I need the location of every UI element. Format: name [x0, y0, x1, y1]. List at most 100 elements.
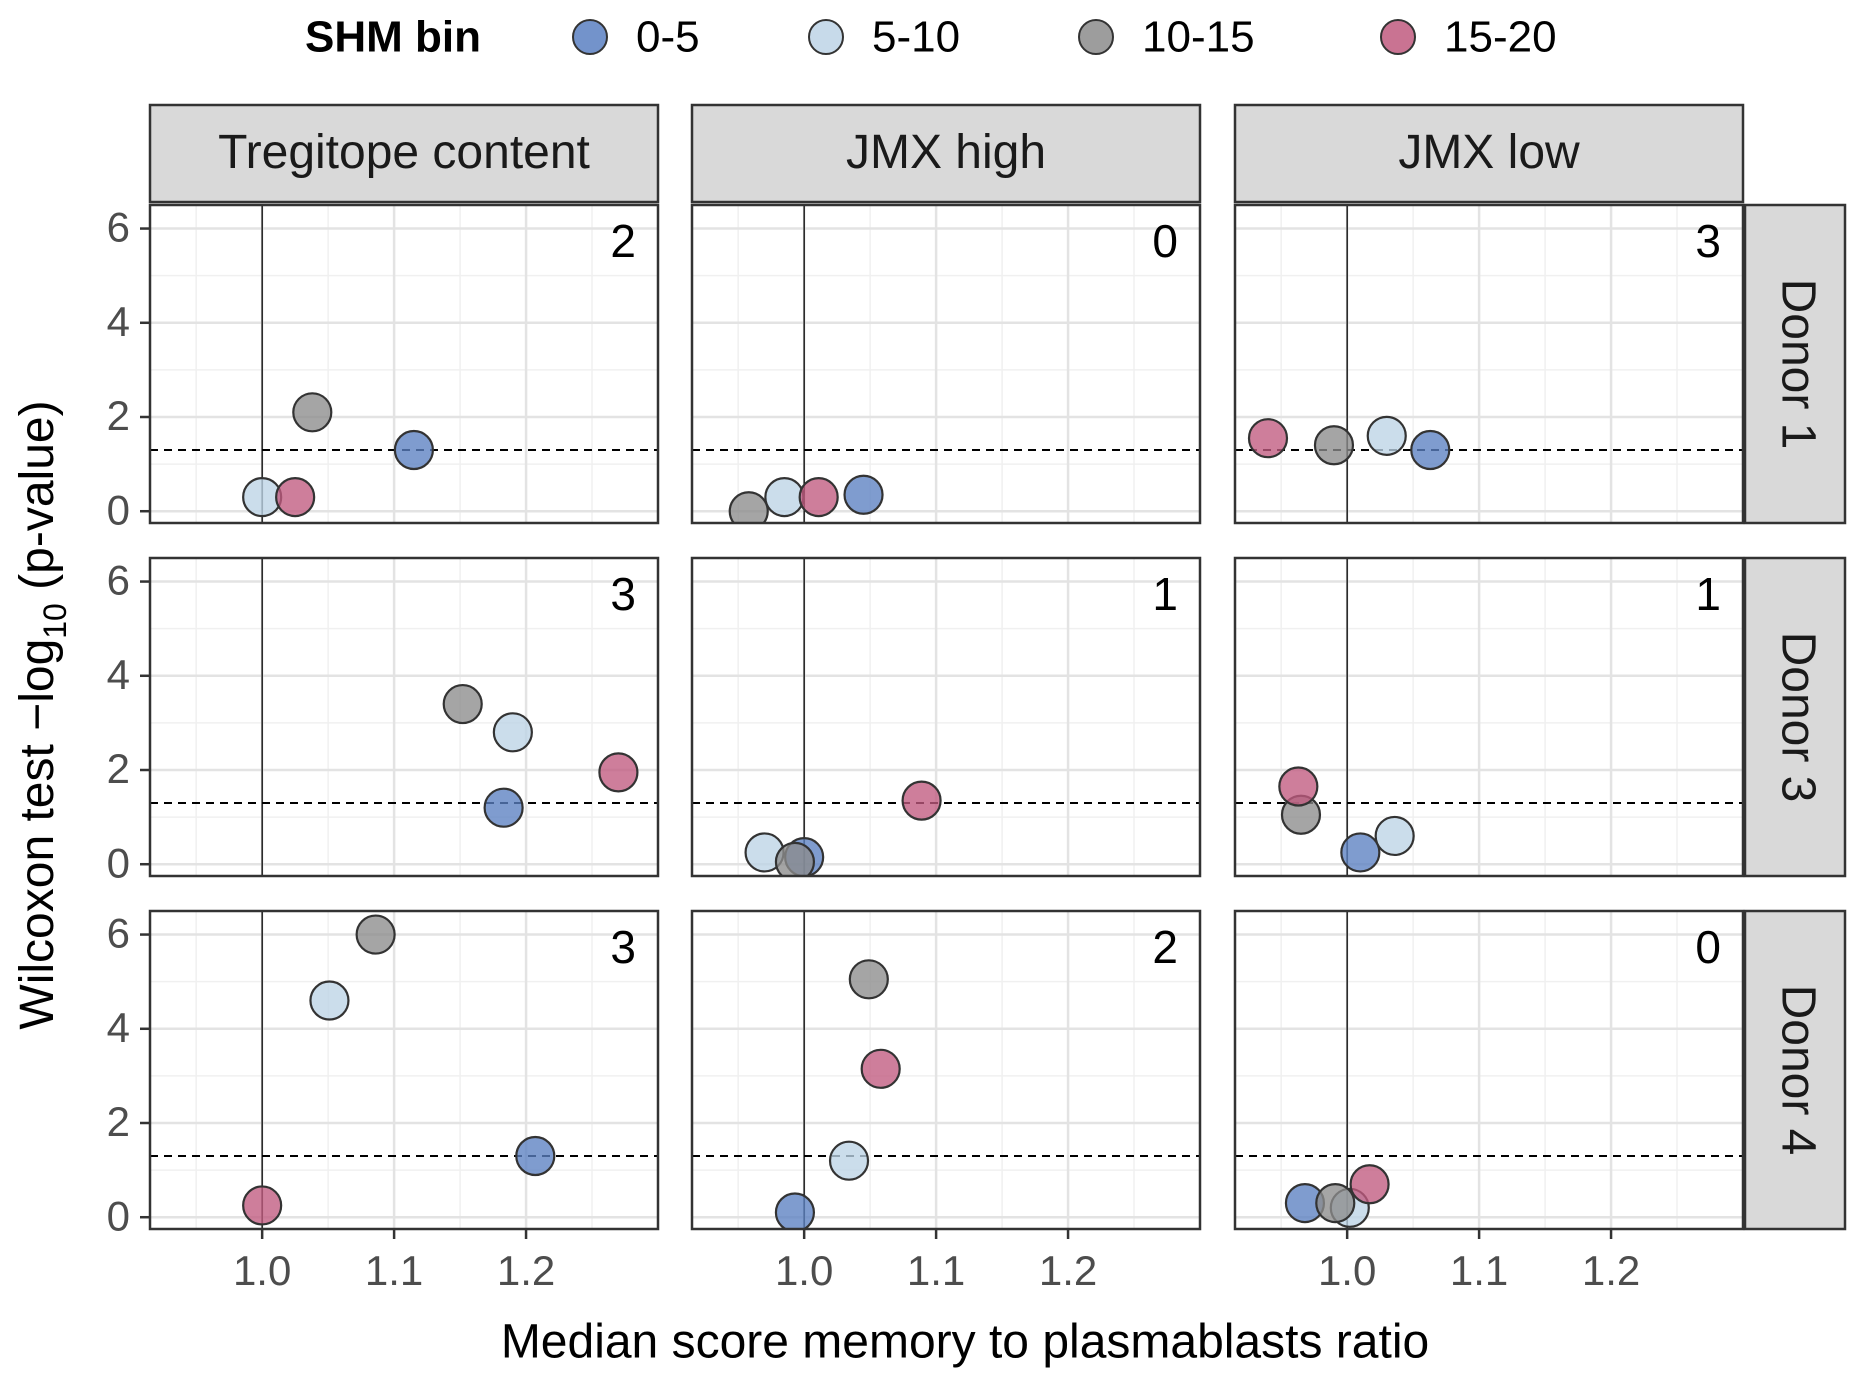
panel-border — [1233, 203, 1745, 525]
column-strip-label: JMX high — [846, 126, 1046, 179]
legend-label-0-5: 0-5 — [636, 13, 700, 62]
column-strip-bg — [148, 103, 660, 204]
panel-background — [692, 558, 1200, 876]
panel-background — [692, 205, 1200, 523]
x-tick-label: 1.2 — [1582, 1247, 1640, 1294]
point-bin-5-10 — [1366, 415, 1407, 456]
row-strip-label: Donor 3 — [1771, 632, 1824, 803]
point-bin-10-15 — [292, 392, 333, 433]
panel-grid — [1235, 205, 1743, 523]
point-bin-0-5 — [1410, 429, 1451, 471]
panel-points — [1284, 1164, 1390, 1228]
point-bin-5-10 — [309, 980, 350, 1021]
legend: SHM bin 0-5 5-10 10-15 15-20 — [305, 13, 1557, 62]
legend-key-0-5 — [572, 19, 608, 55]
panel-points — [1247, 415, 1451, 471]
x-tick-label: 1.0 — [1318, 1247, 1376, 1294]
panel-grid — [150, 911, 658, 1229]
panel-points — [1278, 766, 1415, 873]
panel-points — [242, 392, 434, 518]
point-bin-15-20 — [598, 752, 639, 793]
legend-key-15-20 — [1380, 19, 1416, 55]
panel-grid — [692, 205, 1200, 523]
point-bin-0-5 — [774, 1192, 816, 1229]
y-axis-title: Wilcoxon test −log10 (p-value) — [11, 400, 74, 1029]
panel-r2-c3: 1 — [1233, 556, 1745, 878]
panel-background — [1235, 205, 1743, 523]
panel-border — [690, 909, 1202, 1231]
point-bin-10-15 — [1315, 1182, 1356, 1224]
panel-r2-c2: 1 — [690, 556, 1202, 878]
point-bin-15-20 — [1278, 766, 1319, 807]
x-tick-label: 1.1 — [365, 1247, 423, 1294]
legend-label-5-10: 5-10 — [872, 13, 960, 62]
y-tick-label: 0 — [107, 1192, 130, 1239]
panel-r1-c2: 0 — [690, 203, 1202, 525]
point-bin-0-5 — [515, 1135, 556, 1177]
legend-entries: 0-5 5-10 10-15 15-20 — [572, 13, 1557, 62]
point-bin-15-20 — [1247, 418, 1289, 459]
legend-key-5-10 — [808, 19, 844, 55]
row-strip-3: Donor 4 — [1743, 909, 1847, 1231]
x-tick-label: 1.1 — [907, 1247, 965, 1294]
panel-count-label: 1 — [1152, 568, 1178, 620]
panel-points — [774, 959, 901, 1229]
point-bin-15-20 — [242, 1185, 283, 1226]
y-tick-label: 4 — [107, 651, 130, 698]
y-axis-title-main: Wilcoxon test −log — [11, 639, 64, 1030]
x-tick-label: 1.0 — [233, 1247, 291, 1294]
panel-grid — [150, 558, 658, 876]
point-bin-0-5 — [393, 429, 434, 471]
y-axis-title-subscript: 10 — [37, 603, 73, 639]
column-strip-label: Tregitope content — [218, 126, 590, 179]
y-tick-label: 4 — [107, 298, 130, 345]
point-bin-15-20 — [275, 476, 316, 518]
panel-background — [1235, 558, 1743, 876]
panel-count-label: 1 — [1695, 568, 1721, 620]
point-bin-10-15 — [728, 491, 769, 523]
point-bin-0-5 — [1340, 832, 1381, 873]
row-strip-2: Donor 3 — [1743, 556, 1847, 878]
point-bin-15-20 — [901, 780, 942, 821]
panel-background — [1235, 911, 1743, 1229]
point-bin-10-15 — [355, 914, 396, 955]
column-strip-bg — [1233, 103, 1745, 204]
panel-points — [242, 914, 556, 1226]
row-strip-bg — [1743, 909, 1847, 1231]
point-bin-0-5 — [843, 474, 884, 515]
point-bin-5-10 — [1374, 815, 1415, 857]
column-strip-2: JMX high — [690, 103, 1202, 204]
panel-r2-c1: 3 0 2 4 6 — [107, 557, 660, 886]
legend-entry-5-10: 5-10 — [808, 13, 960, 62]
x-tick-label: 1.2 — [1039, 1247, 1097, 1294]
facet-panels: Tregitope content JMX high JMX low Donor 1 D… — [107, 103, 1847, 1294]
panel-border — [1233, 556, 1745, 878]
panel-r1-c1: 2 0 2 4 6 — [107, 204, 660, 533]
point-bin-5-10 — [764, 476, 805, 518]
panel-count-label: 3 — [610, 568, 636, 620]
point-bin-15-20 — [860, 1048, 901, 1089]
panel-border — [690, 203, 1202, 525]
y-tick-label: 6 — [107, 910, 130, 957]
panel-border — [1233, 909, 1745, 1231]
panel-background — [150, 558, 658, 876]
panel-count-label: 0 — [1152, 215, 1178, 267]
panel-grid — [1235, 911, 1743, 1229]
panel-points — [744, 780, 942, 876]
legend-label-15-20: 15-20 — [1444, 13, 1557, 62]
y-axis-title-tail: (p-value) — [11, 400, 64, 603]
panel-grid — [692, 558, 1200, 876]
x-tick-label: 1.2 — [497, 1247, 555, 1294]
point-bin-10-15 — [442, 683, 483, 725]
panel-count-label: 2 — [610, 215, 636, 267]
legend-entry-15-20: 15-20 — [1380, 13, 1557, 62]
column-strip-1: Tregitope content — [148, 103, 660, 204]
point-bin-0-5 — [483, 787, 524, 828]
panel-background — [692, 911, 1200, 1229]
y-tick-label: 0 — [107, 839, 130, 886]
x-axis-title: Median score memory to plasmablasts rati… — [501, 1316, 1429, 1369]
panel-count-label: 0 — [1695, 921, 1721, 973]
y-tick-label: 2 — [107, 392, 130, 439]
y-tick-label: 4 — [107, 1004, 130, 1051]
